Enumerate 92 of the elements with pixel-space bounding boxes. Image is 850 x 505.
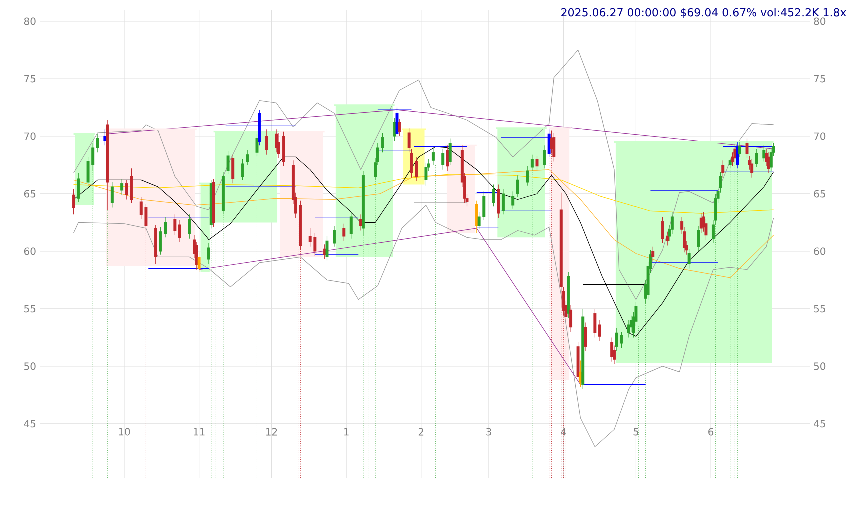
candlestick bbox=[432, 148, 435, 166]
candlestick bbox=[198, 252, 201, 272]
y-tick-label: 45 bbox=[24, 420, 36, 428]
candlestick bbox=[277, 132, 280, 159]
candlestick bbox=[526, 166, 530, 186]
candlestick bbox=[722, 160, 725, 178]
candlestick bbox=[502, 189, 505, 215]
candlestick bbox=[159, 227, 162, 256]
y2-tick-label: 60 bbox=[814, 248, 826, 256]
candlestick bbox=[241, 159, 244, 180]
candlestick bbox=[72, 189, 76, 215]
x-tick-label: 11 bbox=[194, 428, 205, 436]
candlestick bbox=[492, 184, 496, 207]
candlestick bbox=[567, 272, 570, 318]
candlestick bbox=[326, 236, 329, 261]
candlestick bbox=[584, 322, 588, 352]
candlestick bbox=[652, 246, 655, 262]
chart-title: 2025.06.27 00:00:00 $69.04 0.67% vol:452.2K 1.8x bbox=[562, 8, 846, 18]
candlestick bbox=[755, 148, 758, 168]
candlestick bbox=[738, 142, 742, 158]
candlestick bbox=[360, 214, 363, 232]
y-tick-label: 50 bbox=[24, 362, 36, 370]
candlestick bbox=[582, 308, 585, 390]
candlestick bbox=[512, 191, 515, 210]
candlestick bbox=[543, 145, 546, 169]
candlestick bbox=[232, 154, 235, 184]
candlestick bbox=[110, 182, 114, 208]
x-tick-label: 6 bbox=[708, 428, 714, 436]
y2-tick-label: 55 bbox=[814, 305, 826, 313]
line-series bbox=[73, 174, 774, 214]
y-tick-label: 75 bbox=[24, 75, 36, 83]
candlestick bbox=[767, 152, 770, 174]
candlestick bbox=[282, 132, 286, 167]
candlestick bbox=[246, 150, 250, 166]
candlestick bbox=[178, 220, 182, 243]
candlestick bbox=[697, 226, 700, 252]
candlestick bbox=[627, 320, 630, 338]
candlestick bbox=[475, 200, 478, 234]
line-series bbox=[73, 170, 774, 278]
candlestick bbox=[598, 320, 602, 342]
x-tick-label: 3 bbox=[486, 428, 492, 436]
y2-tick-label: 45 bbox=[814, 420, 826, 428]
y-tick-label: 55 bbox=[24, 305, 36, 313]
candlestick bbox=[265, 129, 268, 156]
y2-tick-label: 80 bbox=[814, 18, 826, 26]
candlestick bbox=[333, 226, 336, 248]
candlestick bbox=[350, 212, 353, 240]
y2-tick-label: 70 bbox=[814, 132, 826, 140]
x-tick-label: 4 bbox=[561, 428, 566, 436]
x-tick-label: 10 bbox=[119, 428, 130, 436]
candlestick bbox=[77, 173, 80, 202]
candlestick bbox=[226, 151, 230, 175]
candlestick bbox=[516, 175, 520, 198]
candlestick bbox=[174, 214, 177, 236]
candlestick bbox=[762, 145, 766, 162]
y-tick-label: 65 bbox=[24, 190, 36, 198]
y-tick-label: 70 bbox=[24, 132, 36, 140]
x-tick-label: 1 bbox=[344, 428, 349, 436]
x-tick-label: 12 bbox=[266, 428, 278, 436]
candlestick bbox=[746, 138, 749, 159]
x-tick-label: 5 bbox=[634, 428, 639, 436]
candlestick bbox=[442, 148, 445, 170]
candlestick bbox=[424, 162, 428, 186]
candlestick bbox=[154, 224, 158, 264]
candlestick bbox=[570, 305, 573, 332]
candlestick bbox=[770, 148, 773, 172]
candlestick bbox=[750, 159, 754, 178]
candlestick bbox=[536, 156, 539, 172]
line-series bbox=[73, 146, 774, 337]
y-tick-label: 60 bbox=[24, 248, 36, 256]
candlestick bbox=[342, 224, 346, 242]
x-tick-label: 2 bbox=[418, 428, 424, 436]
y-tick-label: 80 bbox=[24, 18, 36, 26]
candlestick bbox=[408, 128, 411, 153]
candlestick bbox=[610, 337, 614, 362]
candlestick bbox=[446, 145, 450, 172]
candlestick bbox=[212, 178, 216, 228]
candlestick bbox=[120, 178, 124, 196]
y2-tick-label: 50 bbox=[814, 362, 826, 370]
candlestick bbox=[448, 138, 452, 166]
y2-tick-label: 65 bbox=[814, 190, 826, 198]
candlestick bbox=[164, 216, 167, 238]
y2-tick-label: 75 bbox=[814, 75, 826, 83]
candlestick bbox=[188, 214, 192, 240]
candlestick bbox=[398, 118, 402, 137]
candlestick bbox=[497, 184, 500, 218]
candlestick bbox=[688, 248, 691, 269]
candlestick bbox=[96, 134, 100, 153]
candlestick bbox=[106, 120, 110, 210]
line-series bbox=[73, 50, 774, 300]
candlestick bbox=[594, 308, 597, 338]
candlestick bbox=[576, 342, 580, 382]
